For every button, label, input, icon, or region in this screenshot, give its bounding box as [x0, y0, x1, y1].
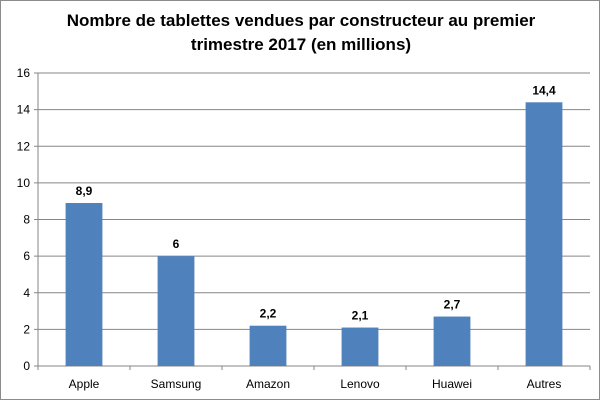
data-label: 2,1 — [352, 309, 369, 323]
y-tick-label: 2 — [23, 322, 30, 336]
data-label: 8,9 — [76, 184, 93, 198]
bar-amazon — [249, 325, 287, 366]
y-tick-label: 6 — [23, 249, 30, 263]
y-tick-label: 16 — [17, 66, 31, 80]
data-label: 2,7 — [444, 298, 461, 312]
x-category-label: Autres — [527, 377, 562, 391]
x-axis: Apple Samsung Amazon Lenovo Huawei Autres — [37, 365, 591, 391]
y-axis: 0 2 4 6 8 10 12 14 16 — [17, 66, 39, 373]
bar-autres — [525, 102, 563, 367]
y-tick-label: 12 — [17, 139, 31, 153]
data-label: 2,2 — [260, 307, 277, 321]
chart-title-line2: trimestre 2017 (en millions) — [190, 35, 412, 54]
bar-huawei — [433, 316, 471, 366]
x-category-label: Amazon — [246, 377, 290, 391]
data-label: 6 — [173, 237, 180, 251]
x-category-label: Apple — [69, 377, 100, 391]
x-category-label: Samsung — [151, 377, 202, 391]
bar-samsung — [157, 256, 195, 366]
y-tick-label: 14 — [17, 103, 31, 117]
y-tick-label: 8 — [23, 213, 30, 227]
gridlines — [38, 72, 590, 330]
data-labels: 8,9 6 2,2 2,1 2,7 14,4 — [76, 83, 556, 322]
bars — [65, 102, 563, 367]
y-tick-label: 0 — [23, 359, 30, 373]
x-category-label: Huawei — [432, 377, 472, 391]
y-tick-label: 4 — [23, 286, 30, 300]
chart-title-line1: Nombre de tablettes vendues par construc… — [66, 11, 536, 30]
bar-lenovo — [341, 327, 379, 366]
bar-apple — [65, 203, 103, 366]
chart-title: Nombre de tablettes vendues par construc… — [41, 9, 561, 57]
y-tick-label: 10 — [17, 176, 31, 190]
data-label: 14,4 — [532, 83, 556, 97]
x-category-label: Lenovo — [340, 377, 380, 391]
